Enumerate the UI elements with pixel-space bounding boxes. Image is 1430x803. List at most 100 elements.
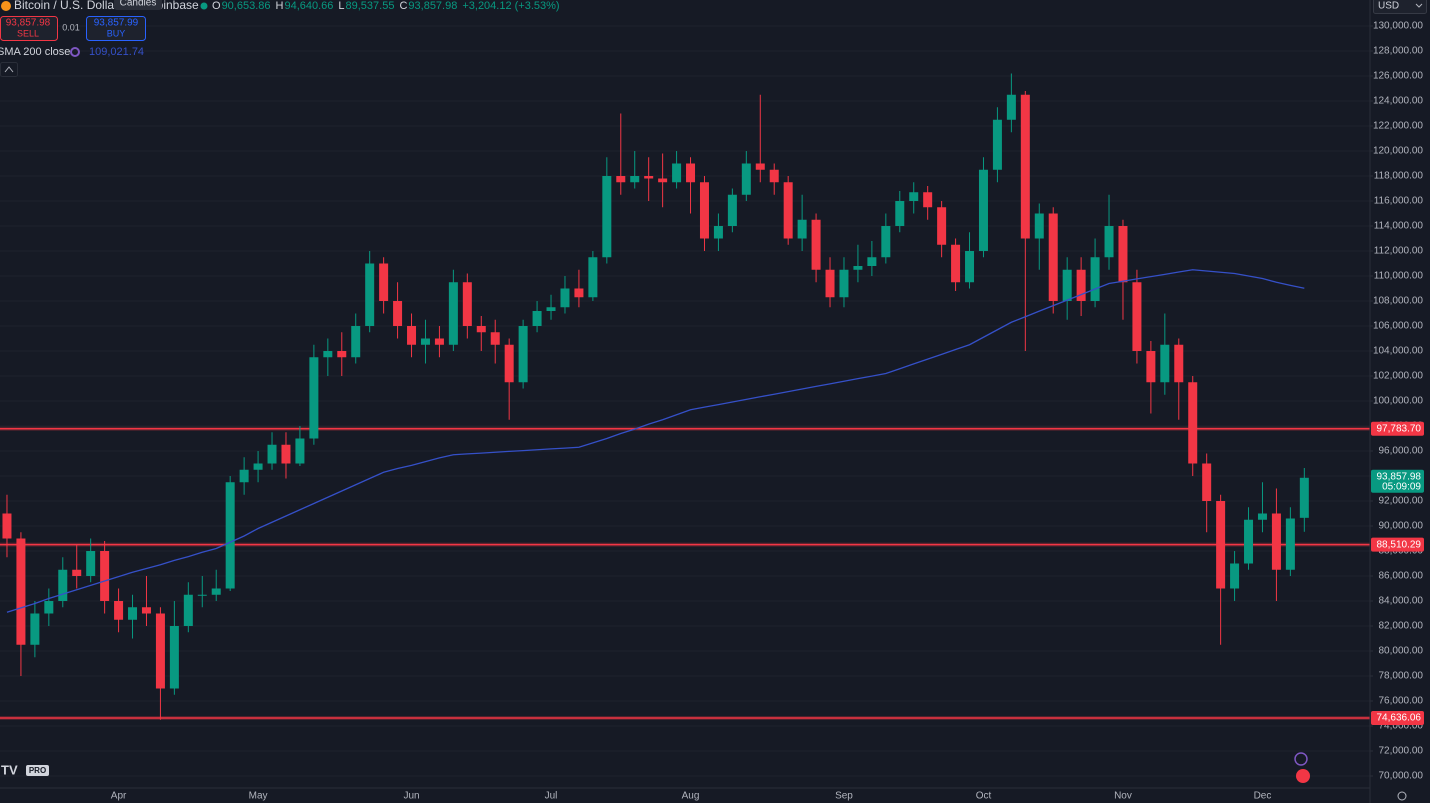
candle-body	[853, 266, 863, 270]
candle-body	[1271, 513, 1281, 570]
ohlc-value: 89,537.55	[346, 0, 395, 12]
candle-body	[1216, 501, 1226, 589]
y-tick-label: 110,000.00	[1374, 271, 1424, 282]
y-tick-label: 80,000.00	[1379, 646, 1424, 657]
sell-button[interactable]	[0, 16, 58, 41]
y-tick-label: 70,000.00	[1379, 771, 1424, 782]
candle-body	[895, 201, 905, 226]
buy-label[interactable]: BUY	[107, 28, 126, 38]
candle-body	[309, 357, 319, 439]
ohlc-key: O	[212, 0, 221, 12]
candle-body	[281, 444, 291, 464]
x-tick-label: Jul	[545, 791, 558, 802]
y-tick-label: 118,000.00	[1374, 171, 1424, 182]
candle-body	[393, 301, 403, 326]
spread: 0.01	[62, 22, 80, 32]
candle-body	[1006, 94, 1016, 120]
y-tick-label: 130,000.00	[1373, 21, 1423, 32]
candle-body	[839, 269, 849, 298]
ohlc-value: 94,640.66	[284, 0, 333, 12]
sell-label[interactable]: SELL	[17, 28, 39, 38]
candle-body	[253, 463, 263, 470]
assistant-icon[interactable]	[1294, 752, 1308, 766]
candle-body	[58, 569, 68, 601]
candle-body	[462, 282, 472, 326]
candle-body	[476, 326, 486, 333]
candle-body	[797, 219, 807, 239]
candle-body	[1132, 282, 1142, 351]
candle-body	[1104, 226, 1114, 258]
candle-body	[1257, 513, 1267, 520]
ohlc-value: 90,653.86	[222, 0, 271, 12]
candle-body	[699, 182, 709, 239]
candle-body	[295, 438, 305, 464]
candle-body	[169, 626, 179, 689]
sma-name: SMA 200 close	[0, 46, 70, 58]
candle-body	[16, 538, 26, 645]
y-tick-label: 74,000.00	[1379, 721, 1424, 732]
candle-body	[1230, 563, 1240, 589]
candle-body	[183, 594, 193, 626]
ohlc-value: 93,857.98	[408, 0, 457, 12]
y-tick-label: 104,000.00	[1373, 346, 1423, 357]
candle-body	[155, 613, 165, 689]
candle-body	[532, 311, 542, 326]
candle-body	[909, 192, 919, 201]
settings-icon[interactable]	[1397, 791, 1407, 801]
candle-body	[490, 332, 500, 345]
candle-body	[100, 551, 110, 601]
candle-body	[1146, 351, 1156, 383]
ohlc-key: C	[399, 0, 407, 12]
candle-body	[672, 163, 682, 183]
candle-body	[141, 607, 151, 614]
candle-body	[713, 226, 723, 239]
events-icon[interactable]	[1296, 769, 1310, 783]
candle-body	[755, 163, 765, 170]
candle-body	[1244, 519, 1254, 564]
candle-body	[783, 182, 793, 239]
candle-body	[351, 326, 361, 358]
ohlc-key: H	[276, 0, 284, 12]
last-price: 93,857.98	[1377, 471, 1422, 482]
buy-price[interactable]: 93,857.99	[94, 18, 139, 29]
tooltip-box	[114, 0, 162, 10]
candle-body	[2, 513, 12, 539]
currency[interactable]: USD	[1378, 1, 1399, 12]
candle-body	[448, 282, 458, 345]
y-tick-label: 108,000.00	[1373, 296, 1423, 307]
candle-body	[1160, 344, 1170, 383]
currency-dropdown[interactable]	[1373, 0, 1427, 14]
sma-value: 109,021.74	[89, 46, 144, 58]
y-tick-label: 102,000.00	[1373, 371, 1423, 382]
candle-body	[644, 176, 654, 179]
candle-body	[602, 176, 612, 258]
collapse-button[interactable]	[0, 62, 18, 77]
y-tick-label: 100,000.00	[1373, 396, 1423, 407]
buy-button[interactable]	[86, 16, 146, 41]
logo-mark: TV	[1, 762, 18, 777]
x-tick-label: Nov	[1114, 791, 1132, 802]
level-label: 97,783.70	[1377, 423, 1422, 434]
candle-body	[1174, 344, 1184, 383]
level-label: 88,510.29	[1377, 539, 1422, 550]
y-tick-label: 96,000.00	[1379, 446, 1424, 457]
candle-body	[588, 257, 598, 298]
candle-body	[1188, 382, 1198, 464]
sma-settings-icon[interactable]	[70, 47, 80, 57]
btc-icon	[1, 1, 11, 11]
tv-logo: TV PRO	[1, 762, 49, 777]
level-label-box	[1371, 537, 1424, 552]
sma-line	[6, 269, 1305, 613]
symbol-title: Bitcoin / U.S. Dollar	[14, 0, 118, 12]
y-tick-label: 126,000.00	[1373, 71, 1423, 82]
candle-body	[769, 169, 779, 183]
sell-price[interactable]: 93,857.98	[6, 18, 51, 29]
market-status	[200, 2, 208, 10]
collapse-icon	[4, 66, 14, 73]
x-tick-label: Aug	[682, 791, 700, 802]
candle-body	[1299, 477, 1309, 518]
y-tick-label: 86,000.00	[1379, 571, 1424, 582]
y-tick-label: 122,000.00	[1373, 121, 1423, 132]
candle-body	[114, 601, 124, 620]
candle-body	[923, 192, 933, 208]
